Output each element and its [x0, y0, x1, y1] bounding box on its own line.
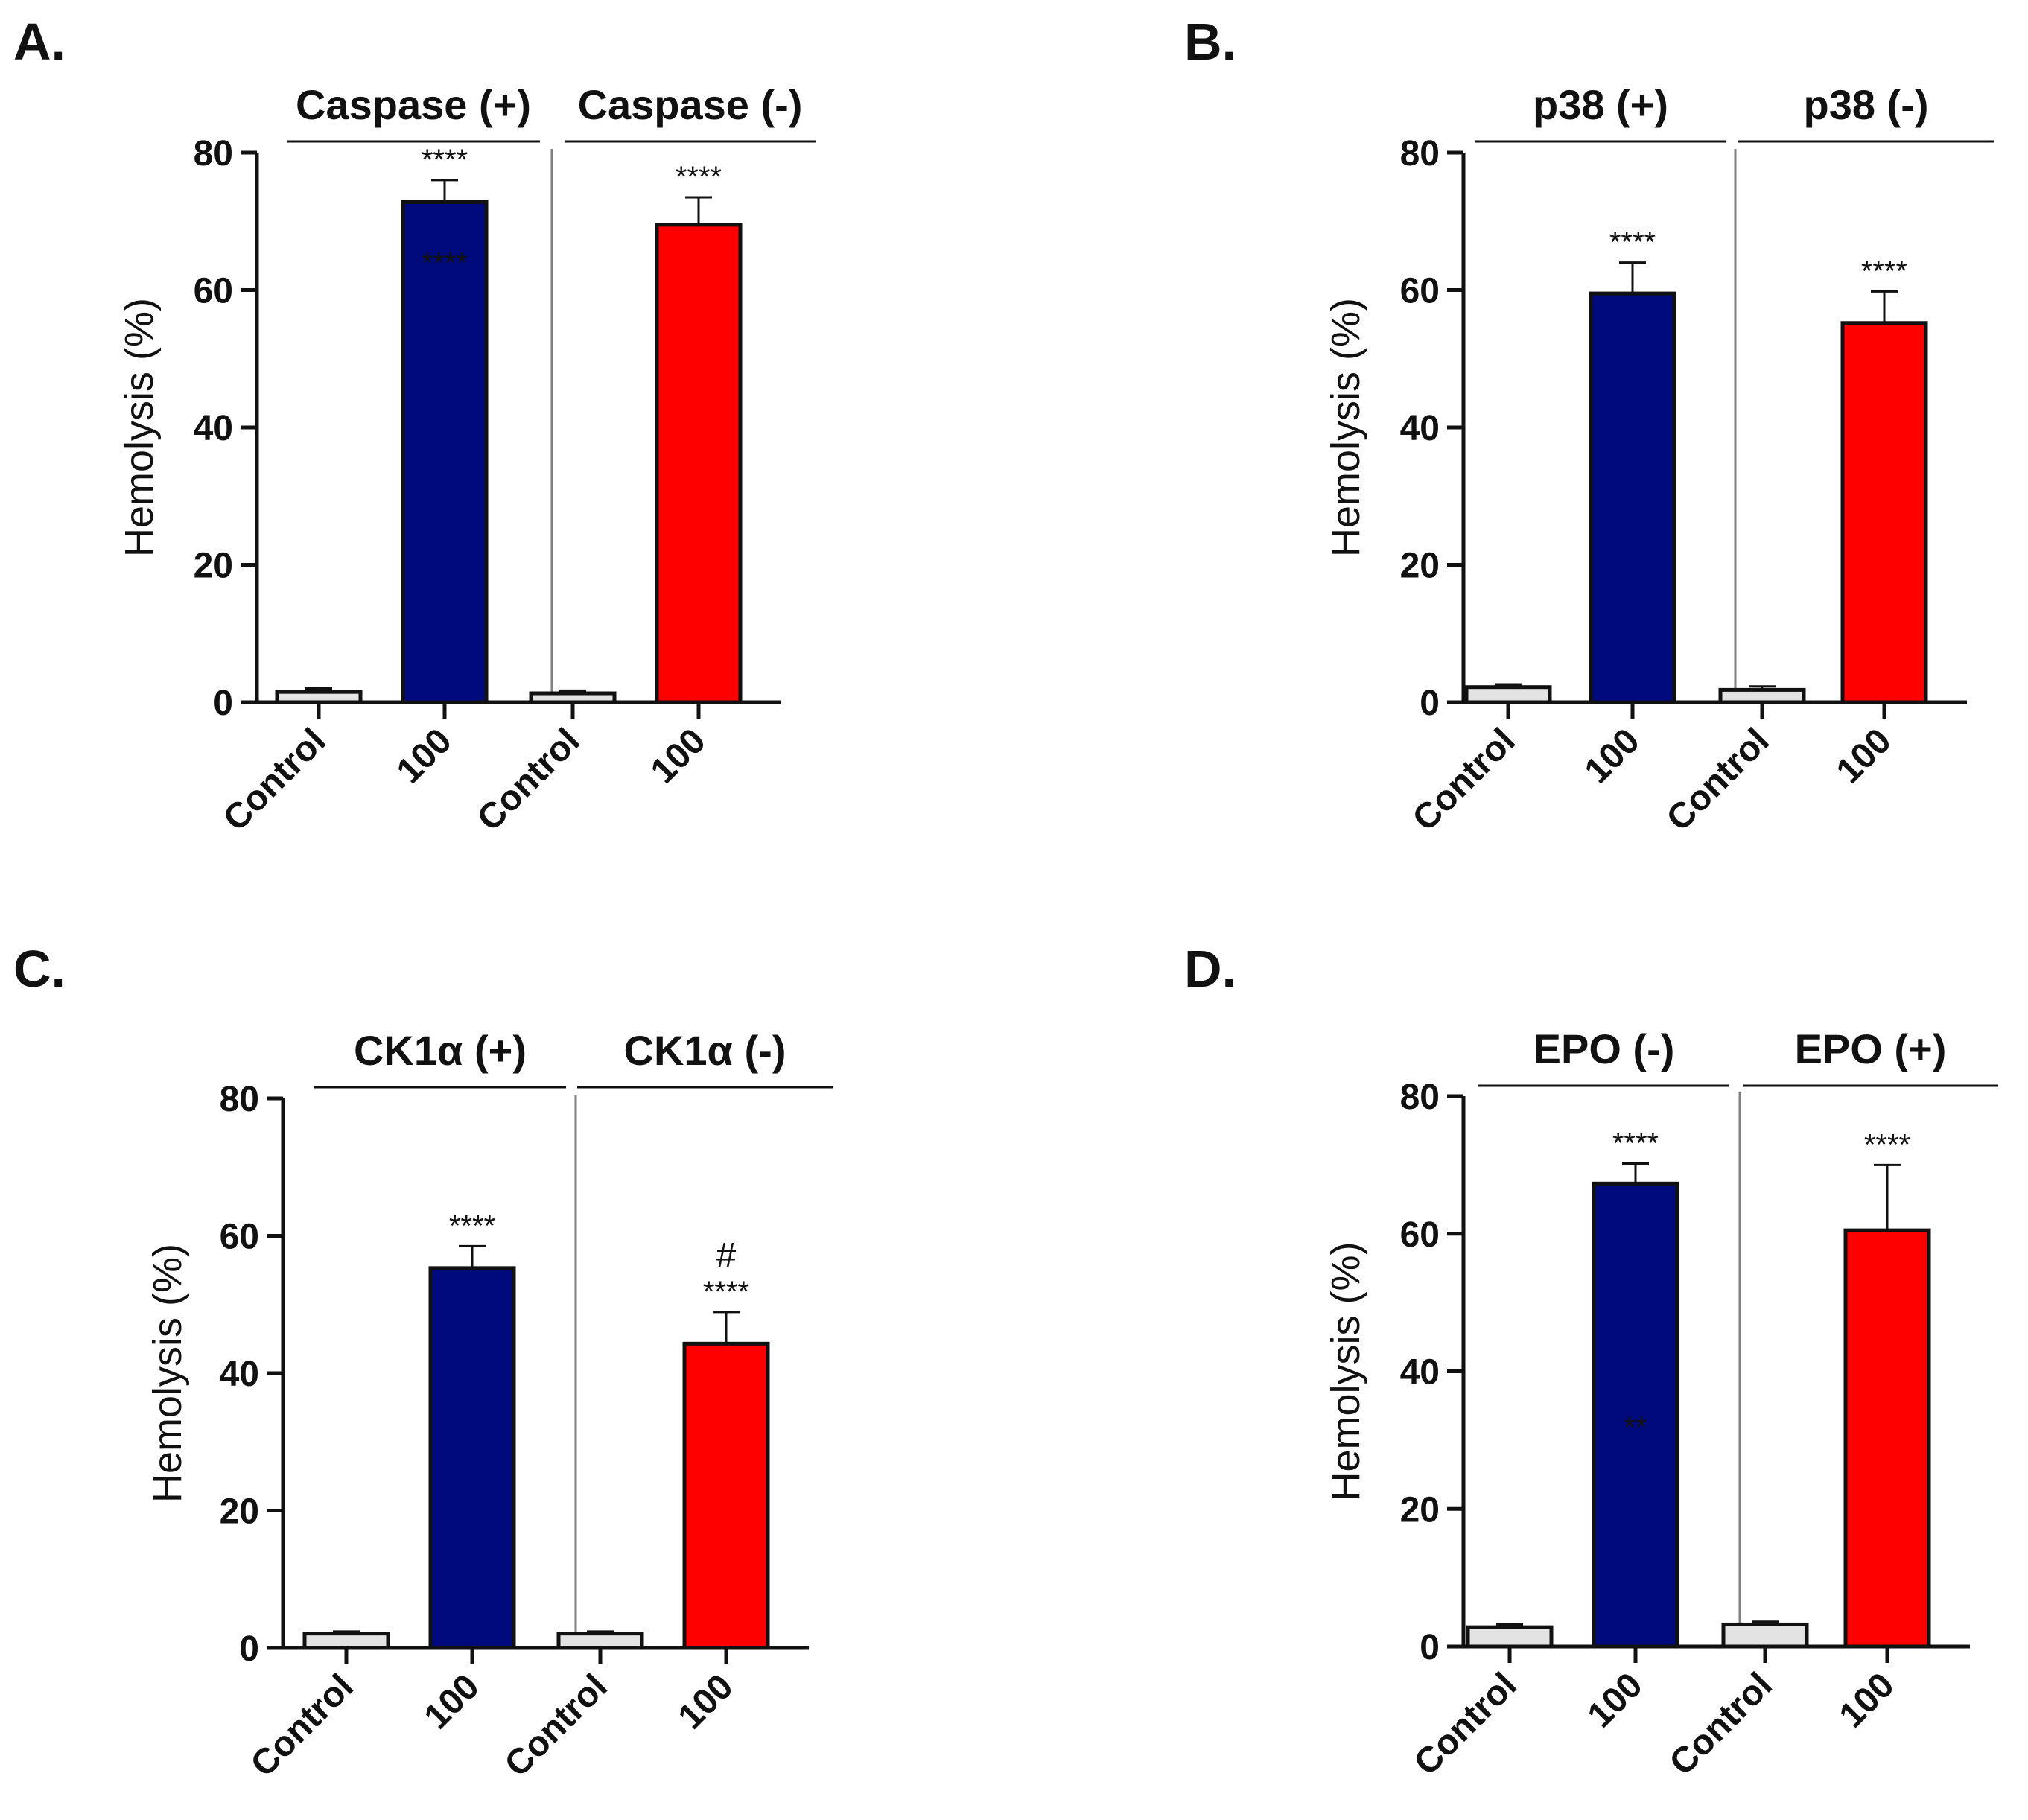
inner-significance-label: **** [422, 246, 468, 279]
bar-3 [1718, 687, 1806, 704]
panel-letter: D. [1184, 940, 1236, 998]
y-tick-label: 0 [1420, 1628, 1440, 1667]
x-category-label: Control [498, 1667, 615, 1784]
x-category-label: 100 [1580, 1665, 1650, 1735]
bar-3 [1721, 1622, 1809, 1649]
significance-label: **** [1861, 255, 1907, 287]
bar-2 [428, 1266, 516, 1650]
x-category-label: 100 [1829, 721, 1899, 791]
x-category-label: Control [244, 1667, 361, 1784]
significance-label: **** [1612, 1127, 1659, 1160]
y-tick-label: 0 [213, 684, 233, 723]
panel-c: C. 0 20 40 60 80 Hemolysis (%) CK1α (+) CK1α (-)… [13, 940, 833, 1784]
y-tick-label: 80 [220, 1080, 259, 1119]
panel-d: D. 0 20 40 60 80 Hemolysis (%) EPO (-) EPO (+) Co… [1184, 940, 1998, 1783]
x-category-label: 100 [390, 721, 460, 791]
group-label: EPO (+) [1795, 1025, 1947, 1072]
group-label: CK1α (+) [354, 1027, 527, 1074]
bar-1 [302, 1632, 390, 1650]
panel-b: B. 0 20 40 60 80 Hemolysis (%) p38 (+) p38 (-) Co… [1184, 13, 1994, 839]
y-tick-label: 60 [1400, 272, 1440, 311]
y-tick-label: 80 [194, 134, 233, 174]
y-tick-label: 40 [194, 409, 233, 448]
significance-label: **** [1609, 226, 1656, 259]
group-label: CK1α (-) [624, 1027, 786, 1074]
y-axis-label: Hemolysis (%) [1323, 298, 1368, 557]
y-tick-label: 80 [1400, 134, 1440, 174]
x-category-label: Control [470, 721, 588, 839]
bar-3 [529, 691, 617, 704]
inner-significance-label: ** [1624, 1411, 1647, 1444]
panel-letter: A. [13, 13, 66, 71]
y-tick-label: 40 [1400, 409, 1440, 448]
y-tick-label: 60 [220, 1218, 259, 1257]
group-label: Caspase (+) [296, 81, 531, 128]
bar-1 [1466, 1625, 1554, 1649]
hash-mark: # [716, 1236, 737, 1276]
x-category-label: 100 [671, 1667, 741, 1737]
y-tick-label: 60 [1400, 1215, 1440, 1255]
bar-3 [556, 1632, 644, 1650]
x-category-label: 100 [417, 1667, 487, 1737]
y-tick-label: 0 [1420, 684, 1440, 723]
y-tick-label: 20 [220, 1492, 259, 1532]
x-category-label: Control [1659, 721, 1777, 839]
y-axis-label: Hemolysis (%) [145, 1244, 190, 1503]
group-label: p38 (-) [1804, 81, 1929, 128]
group-label: p38 (+) [1533, 81, 1668, 128]
y-tick-label: 40 [1400, 1353, 1440, 1393]
bar-1 [1464, 685, 1552, 704]
bar-2 [401, 200, 489, 704]
x-category-label: Control [1407, 1665, 1525, 1783]
x-category-label: 100 [1832, 1665, 1902, 1735]
bar-4 [655, 223, 743, 704]
y-axis-label: Hemolysis (%) [1323, 1241, 1368, 1501]
bar-4 [682, 1341, 770, 1650]
bar-4 [1843, 1228, 1931, 1649]
significance-label: **** [703, 1276, 749, 1308]
significance-label: **** [422, 144, 468, 176]
x-category-label: 100 [643, 721, 713, 791]
x-category-label: Control [216, 721, 334, 839]
x-category-label: Control [1405, 721, 1523, 839]
y-tick-label: 20 [1400, 547, 1440, 586]
bar-1 [275, 690, 363, 704]
significance-label: **** [676, 161, 722, 194]
panel-a: A. 0 20 40 60 80 Hemolysis (%) Caspase (+) Caspa… [13, 13, 816, 839]
group-label: Caspase (-) [578, 81, 803, 128]
y-tick-label: 20 [194, 547, 233, 586]
x-category-label: Control [1662, 1665, 1780, 1783]
panel-letter: C. [13, 940, 66, 998]
y-axis-label: Hemolysis (%) [117, 298, 162, 557]
y-tick-label: 0 [239, 1629, 259, 1669]
bar-4 [1840, 321, 1928, 704]
y-tick-label: 40 [220, 1355, 259, 1394]
significance-label: **** [449, 1209, 495, 1242]
y-tick-label: 80 [1400, 1078, 1440, 1117]
x-category-label: 100 [1577, 721, 1647, 791]
y-tick-label: 60 [194, 272, 233, 311]
panel-letter: B. [1184, 13, 1236, 71]
bar-2 [1589, 291, 1676, 704]
significance-label: **** [1864, 1128, 1910, 1161]
group-label: EPO (-) [1533, 1025, 1675, 1072]
y-tick-label: 20 [1400, 1490, 1440, 1530]
